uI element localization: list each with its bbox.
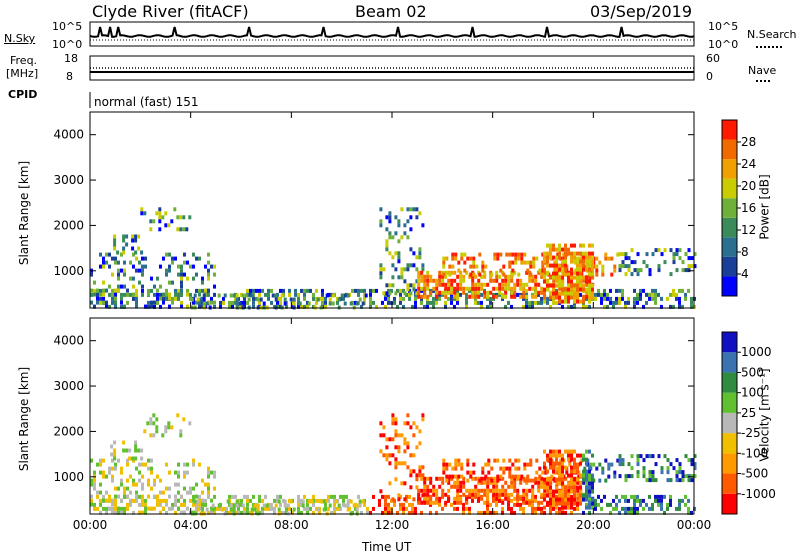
velocity-cbar-tick-label: -25	[741, 426, 761, 440]
freq-tick-top: 18	[64, 52, 78, 65]
velocity-cbar-swatch	[722, 412, 737, 434]
power-cbar-swatch	[722, 178, 737, 199]
power-cbar-swatch	[722, 159, 737, 179]
nave-label: Nave	[748, 64, 777, 77]
nave-tick-top: 60	[706, 52, 720, 65]
vel-xtick-label: 04:00	[173, 518, 208, 532]
vel-ytick-label: 4000	[53, 334, 84, 348]
power-cbar-swatch	[722, 198, 737, 218]
power-cbar-tick-label: 20	[741, 179, 756, 193]
cpid-label: CPID	[8, 88, 38, 101]
velocity-cbar-tick-label: -100	[741, 446, 768, 460]
nave-tick-bottom: 0	[706, 70, 713, 83]
velocity-cbar-swatch	[722, 473, 737, 494]
pow-ytick-label: 4000	[53, 128, 84, 142]
freq-label: Freq.	[10, 54, 38, 67]
velocity-cbar-tick-label: -500	[741, 467, 768, 481]
velocity-cbar-tick-label: -1000	[741, 487, 776, 501]
velocity-cbar-swatch	[722, 392, 737, 413]
freq-panel	[89, 55, 695, 108]
nave-dotted	[756, 80, 770, 82]
velocity-cbar-swatch	[722, 433, 737, 454]
beam-title: Beam 02	[355, 2, 427, 21]
freq-tick-bottom: 8	[66, 70, 73, 83]
power-ylabel: Slant Range [km]	[17, 160, 32, 266]
pow-ytick-label: 1000	[53, 264, 84, 278]
power-panel: 1000 2000 3000 4000	[53, 111, 697, 310]
vel-ytick-label: 1000	[53, 470, 84, 484]
freq-unit-label: [MHz]	[6, 67, 39, 80]
power-cbar-tick-label: 24	[741, 157, 756, 171]
velocity-cbar-swatch	[722, 453, 737, 474]
power-cbar-swatch	[722, 276, 737, 296]
velocity-ylabel: Slant Range [km]	[17, 366, 32, 472]
power-cbar-tick-label: 8	[741, 245, 749, 259]
power-cbar-tick-label: 28	[741, 135, 756, 149]
velocity-cbar-swatch	[722, 332, 737, 353]
velocity-cbar-swatch	[722, 372, 737, 393]
power-cbar-swatch	[722, 256, 737, 277]
velocity-panel: 1000 2000 3000 4000 00:00 04:00 08:00 12:00 16:0…	[53, 317, 712, 532]
nsky-tick-top: 10^5	[52, 20, 83, 33]
nsearch-dotted	[756, 46, 782, 48]
vel-xtick-label: 16:00	[475, 518, 510, 532]
power-cbar-label: Power [dB]	[757, 174, 772, 240]
velocity-cbar-swatch	[722, 352, 737, 373]
station-title: Clyde River (fitACF)	[92, 2, 249, 21]
vel-xtick-label: 08:00	[274, 518, 309, 532]
nsearch-label: N.Search	[747, 28, 797, 41]
noise-panel	[89, 21, 695, 47]
noise-frame	[89, 21, 695, 47]
colorbars: 4 8 12 16 20 24 28 -1000 -500 -100 -25 25 100 500 1000	[721, 119, 776, 515]
vel-xtick-label: 20:00	[576, 518, 611, 532]
date-title: 03/Sep/2019	[590, 2, 693, 21]
noise-sky-line	[89, 26, 695, 38]
nsky-label: N.Sky	[4, 32, 36, 45]
power-cbar-swatch	[722, 139, 737, 160]
vel-ytick-label: 3000	[53, 379, 84, 393]
nsearch-tick-top: 10^5	[708, 20, 739, 33]
vel-ytick-label: 2000	[53, 424, 84, 438]
velocity-cbar-frame	[721, 331, 738, 515]
power-cbar-swatch	[722, 217, 737, 238]
pow-ytick-label: 2000	[53, 218, 84, 232]
vel-xtick-label: 00:00	[73, 518, 108, 532]
velocity-cbar-label: Velocity [m s⁻¹]	[757, 368, 772, 462]
vel-xtick-label: 00:00	[677, 518, 712, 532]
velocity-cbar-tick-label: 1000	[741, 345, 772, 359]
nsearch-tick-bottom: 10^0	[708, 38, 739, 51]
pow-ytick-label: 3000	[53, 173, 84, 187]
velocity-cbar-tick-label: 100	[741, 386, 764, 400]
velocity-cbar-tick-label: 25	[741, 406, 756, 420]
power-cbar-tick-label: 4	[741, 267, 749, 281]
vel-xtick-label: 12:00	[375, 518, 410, 532]
power-cbar-swatch	[722, 237, 737, 257]
power-cbar-tick-label: 12	[741, 223, 756, 237]
cpid-value: normal (fast) 151	[94, 95, 199, 109]
velocity-cbar-tick-label: 500	[741, 365, 764, 379]
velocity-cbar-swatch	[722, 493, 737, 514]
time-xlabel: Time UT	[362, 540, 412, 554]
power-cbar-swatch	[722, 120, 737, 140]
nsky-tick-bottom: 10^0	[52, 38, 83, 51]
power-cbar-tick-label: 16	[741, 201, 756, 215]
